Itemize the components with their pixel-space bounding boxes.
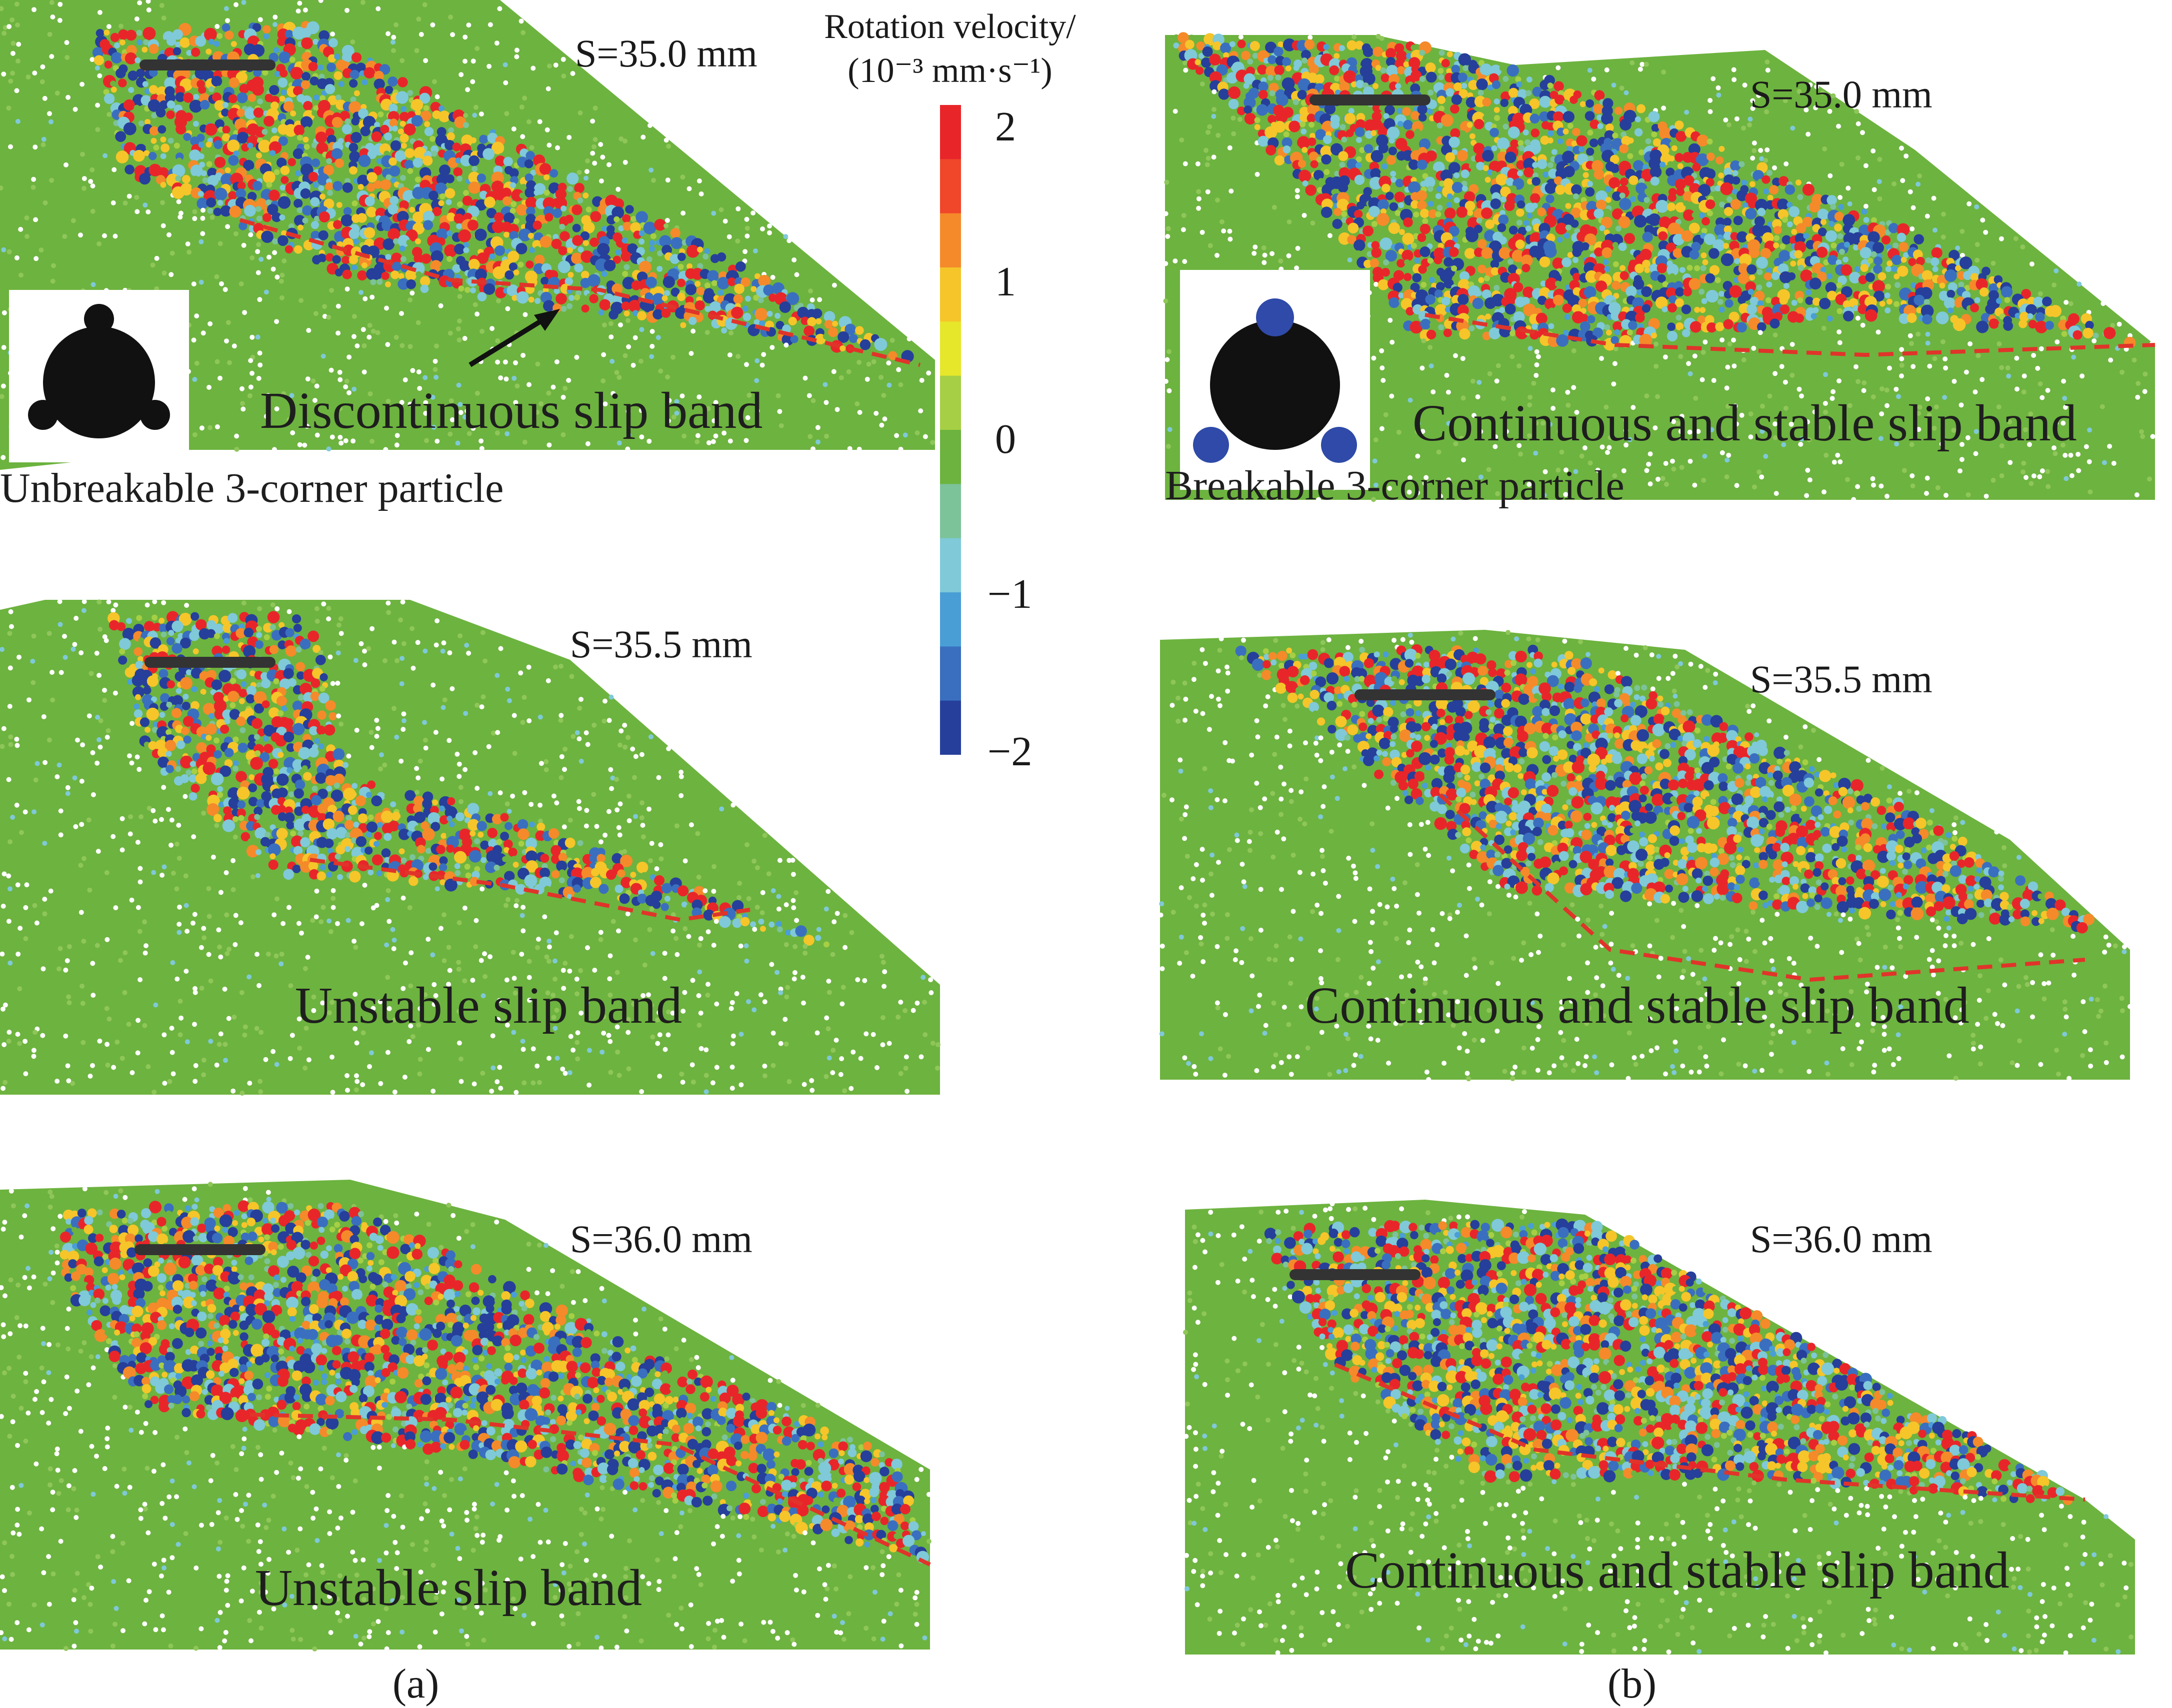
colorbar-title-line1: Rotation velocity/ <box>760 5 1140 49</box>
colorbar-segment <box>940 321 961 376</box>
panel-b-row1: S=35.0 mm Continuous and stable slip ban… <box>1165 35 2172 525</box>
particle-type-label: Breakable 3-corner particle <box>1165 465 1624 507</box>
colorbar-tick: −2 <box>988 727 1032 776</box>
colorbar-segment <box>940 105 961 159</box>
s-label: S=36.0 mm <box>570 1220 752 1259</box>
colorbar-segment <box>940 213 961 268</box>
colorbar <box>940 105 975 755</box>
panel-b-row2: S=35.5 mm Continuous and stable slip ban… <box>1160 630 2140 1090</box>
panel-a-row2: S=35.5 mm Unstable slip band <box>0 600 950 1100</box>
colorbar-tick: 2 <box>995 102 1016 151</box>
panel-a-row3: S=36.0 mm Unstable slip band <box>0 1180 950 1660</box>
s-label: S=36.0 mm <box>1750 1220 1932 1259</box>
panel-b-row3: S=36.0 mm Continuous and stable slip ban… <box>1185 1200 2172 1660</box>
breakable-particle-inset <box>1180 270 1370 490</box>
slip-band-label: Continuous and stable slip band <box>1305 980 1970 1032</box>
s-label: S=35.5 mm <box>570 625 752 664</box>
colorbar-segment <box>940 484 961 538</box>
panel-a-sublabel: (a) <box>392 1660 439 1708</box>
panel-b-sublabel: (b) <box>1608 1660 1656 1708</box>
slip-band-label: Unstable slip band <box>255 1562 642 1614</box>
colorbar-segment <box>940 646 961 701</box>
colorbar-segment <box>940 430 961 484</box>
colorbar-tick: −1 <box>988 570 1032 618</box>
colorbar-tick: 0 <box>995 415 1016 463</box>
colorbar-segment <box>940 538 961 593</box>
colorbar-title: Rotation velocity/ (10⁻³ mm·s⁻¹) <box>760 5 1140 92</box>
breakable-particle-icon <box>1180 270 1370 490</box>
s-label: S=35.5 mm <box>1750 660 1932 699</box>
colorbar-tick: 1 <box>995 257 1016 306</box>
s-label: S=35.0 mm <box>1750 75 1932 114</box>
colorbar-segment <box>940 159 961 213</box>
colorbar-segment <box>940 701 961 755</box>
slip-band-label: Unstable slip band <box>295 980 682 1032</box>
colorbar-segment <box>940 267 961 322</box>
colorbar-segment <box>940 376 961 430</box>
slip-band-label: Continuous and stable slip band <box>1345 1545 2010 1597</box>
colorbar-title-line2: (10⁻³ mm·s⁻¹) <box>760 49 1140 93</box>
slip-band-label: Continuous and stable slip band <box>1412 397 2077 449</box>
colorbar-segment <box>940 592 961 647</box>
